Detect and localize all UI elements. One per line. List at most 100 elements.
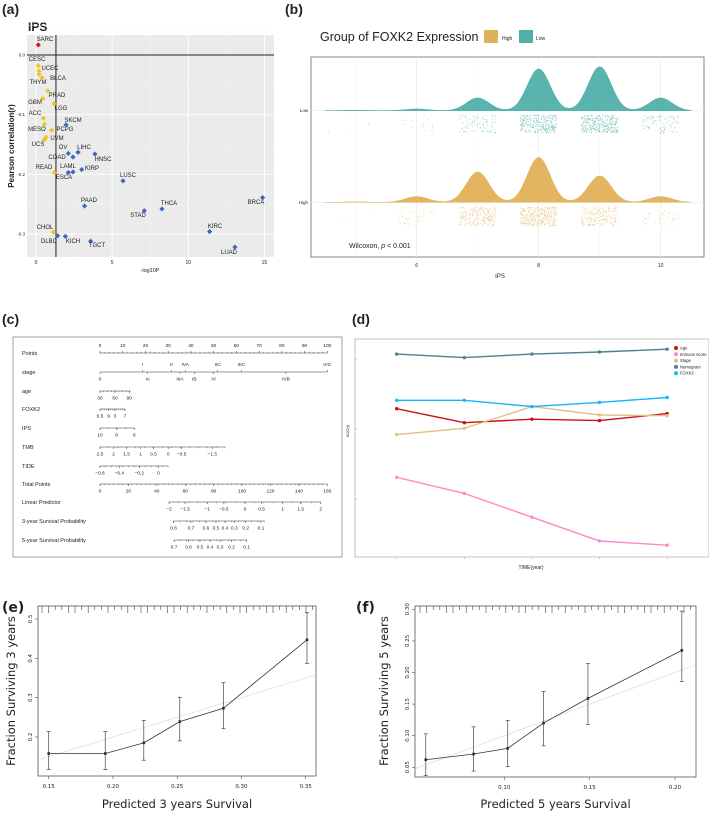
jitter-point [469, 217, 471, 218]
jitter-point [551, 215, 552, 217]
jitter-point [610, 223, 611, 224]
jitter-point [521, 125, 523, 127]
jitter-point [664, 129, 666, 130]
jitter-point [606, 124, 608, 126]
jitter-point [678, 217, 679, 219]
data-point [207, 229, 213, 235]
jitter-point [407, 221, 409, 223]
jitter-point [661, 215, 663, 217]
jitter-point [530, 120, 531, 121]
jitter-point [642, 225, 644, 227]
jitter-point [668, 211, 670, 213]
jitter-point [545, 220, 547, 221]
jitter-point [545, 130, 547, 131]
jitter-point [520, 221, 522, 223]
jitter-point [534, 120, 535, 122]
jitter-point [523, 122, 525, 123]
jitter-point [483, 217, 485, 219]
jitter-point [598, 131, 600, 132]
jitter-point [419, 212, 420, 214]
jitter-point [460, 215, 462, 216]
jitter-point [659, 132, 660, 134]
jitter-point [615, 209, 617, 211]
jitter-point [523, 222, 525, 224]
jitter-point [548, 117, 550, 119]
jitter-point [555, 130, 556, 132]
jitter-point [603, 211, 605, 213]
jitter-point [542, 206, 543, 208]
jitter-point [591, 120, 592, 122]
data-point [36, 71, 42, 77]
ideal-line [38, 674, 317, 761]
jitter-point [645, 114, 647, 116]
jitter-point [540, 211, 541, 213]
jitter-point [594, 128, 596, 130]
jitter-point [592, 124, 594, 125]
jitter-point [542, 132, 544, 133]
jitter-point [527, 116, 529, 118]
jitter-point [609, 116, 610, 117]
jitter-point [581, 130, 583, 132]
jitter-point [553, 221, 555, 222]
jitter-point [595, 121, 597, 123]
jitter-point [599, 207, 601, 209]
jitter-point [673, 121, 675, 122]
jitter-point [589, 207, 591, 209]
jitter-point [483, 128, 485, 130]
jitter-point [480, 208, 482, 210]
jitter-point [643, 116, 645, 117]
jitter-point [522, 210, 524, 211]
jitter-point [494, 210, 495, 212]
jitter-point [546, 218, 548, 219]
jitter-point [488, 216, 490, 218]
jitter-point [606, 123, 608, 125]
jitter-point [547, 129, 548, 131]
jitter-point [595, 122, 597, 124]
jitter-point [613, 224, 615, 225]
jitter-point [495, 132, 496, 134]
jitter-point [533, 132, 534, 133]
data-point [40, 95, 46, 102]
jitter-point [610, 115, 612, 116]
jitter-point [417, 221, 419, 223]
legend-label: Stage [680, 358, 692, 363]
jitter-point [488, 132, 490, 133]
tick-label: −0.2 [135, 471, 145, 477]
jitter-point [554, 127, 556, 129]
tick-label: 0.6 [185, 545, 192, 551]
jitter-point [535, 209, 537, 211]
tick-label: 0.2 [242, 526, 249, 532]
jitter-point [534, 218, 536, 220]
jitter-point [484, 127, 486, 129]
jitter-point [673, 214, 675, 215]
jitter-point [598, 217, 600, 218]
jitter-point [542, 214, 543, 215]
tick-label: IVA [182, 362, 190, 368]
jitter-point [597, 213, 599, 215]
jitter-point [645, 218, 646, 220]
tick-label: 80 [279, 343, 285, 349]
jitter-point [554, 115, 556, 117]
jitter-point [554, 207, 555, 209]
jitter-point [597, 219, 599, 221]
jitter-point [417, 217, 419, 218]
jitter-point [488, 219, 489, 220]
jitter-point [424, 130, 426, 132]
jitter-point [468, 118, 470, 120]
jitter-point [589, 222, 591, 224]
jitter-point [649, 119, 651, 121]
tick-label: 10 [97, 433, 103, 439]
jitter-point [533, 215, 535, 217]
jitter-point [662, 212, 663, 214]
series-point [395, 398, 399, 402]
jitter-point [467, 122, 469, 124]
jitter-point [529, 220, 531, 222]
jitter-point [555, 209, 557, 210]
jitter-point [614, 206, 616, 208]
jitter-point [601, 119, 603, 121]
jitter-point [552, 223, 554, 225]
jitter-point [491, 118, 493, 120]
jitter-point [534, 128, 536, 130]
jitter-point [549, 130, 551, 131]
